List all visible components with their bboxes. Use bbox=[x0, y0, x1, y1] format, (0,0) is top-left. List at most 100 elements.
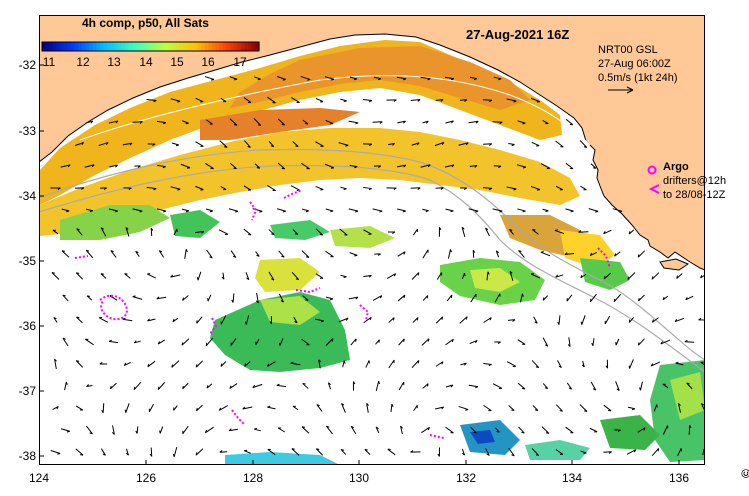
current-vector bbox=[293, 316, 298, 324]
current-vector bbox=[531, 448, 540, 457]
colorbar-segment bbox=[103, 42, 108, 51]
scale-arrow-icon bbox=[608, 86, 634, 94]
colorbar-segment bbox=[132, 42, 137, 51]
current-vector bbox=[374, 253, 381, 256]
current-vector bbox=[206, 383, 213, 389]
bathymetry-contour bbox=[39, 164, 705, 373]
current-vector bbox=[157, 164, 166, 169]
current-vector bbox=[492, 208, 503, 213]
current-vector bbox=[566, 294, 573, 302]
colorbar-segment bbox=[96, 42, 101, 51]
current-vector bbox=[530, 185, 541, 191]
lat-tick-label: -36 bbox=[18, 319, 36, 333]
current-vector bbox=[101, 403, 105, 414]
current-vector bbox=[123, 187, 132, 191]
current-vector bbox=[108, 120, 119, 124]
current-vector bbox=[86, 425, 93, 435]
current-vector bbox=[75, 272, 84, 280]
colorbar-segment bbox=[244, 42, 249, 51]
colorbar-segment bbox=[143, 42, 148, 51]
current-vector bbox=[218, 405, 228, 411]
current-vector bbox=[267, 405, 276, 410]
current-vector bbox=[372, 208, 383, 213]
current-vector bbox=[567, 337, 571, 348]
drifter-marker-icon bbox=[648, 184, 660, 194]
island bbox=[659, 258, 690, 271]
current-vector bbox=[108, 339, 118, 344]
current-vector bbox=[684, 339, 695, 343]
current-vector bbox=[135, 250, 140, 257]
colorbar-segment bbox=[211, 42, 217, 51]
current-vector bbox=[267, 448, 276, 456]
colorbar-segment bbox=[251, 42, 256, 51]
current-vector bbox=[170, 274, 181, 278]
current-vector bbox=[387, 231, 396, 234]
bathymetry-contour bbox=[79, 75, 591, 146]
current-vector bbox=[651, 317, 659, 323]
current-vector bbox=[557, 360, 562, 369]
colorbar-segment bbox=[240, 42, 246, 51]
current-vector bbox=[628, 317, 634, 323]
current-vector bbox=[446, 294, 453, 302]
current-vector bbox=[85, 338, 94, 346]
colorbar-segment bbox=[42, 42, 47, 51]
current-vector bbox=[362, 99, 373, 103]
current-vector bbox=[325, 296, 334, 301]
current-vector bbox=[327, 382, 332, 390]
current-vector bbox=[75, 448, 84, 456]
lon-tick-label: 132 bbox=[455, 471, 477, 485]
current-vector bbox=[542, 337, 549, 347]
current-vector bbox=[469, 76, 478, 81]
current-vector bbox=[268, 271, 275, 281]
current-vector bbox=[205, 208, 214, 213]
current-vector bbox=[530, 97, 540, 103]
current-vector bbox=[243, 228, 252, 236]
current-vector bbox=[461, 226, 466, 237]
current-vector bbox=[124, 273, 131, 279]
current-vector bbox=[444, 164, 455, 168]
current-vector bbox=[157, 382, 166, 390]
current-vector bbox=[267, 96, 276, 104]
current-vector bbox=[710, 382, 716, 389]
current-vector bbox=[100, 448, 106, 456]
current-vector bbox=[483, 363, 492, 367]
current-vector bbox=[147, 143, 156, 147]
current-vector bbox=[614, 251, 621, 257]
current-vector bbox=[228, 208, 239, 213]
current-vector bbox=[375, 426, 380, 434]
current-vector-field bbox=[50, 75, 716, 457]
current-vector bbox=[340, 98, 347, 103]
colorbar-segment bbox=[197, 42, 202, 51]
current-vector bbox=[386, 99, 397, 102]
current-vector bbox=[221, 272, 225, 280]
current-vector bbox=[195, 360, 204, 368]
current-vector bbox=[589, 251, 597, 257]
land-mass bbox=[39, 15, 705, 271]
lon-tick-label: 134 bbox=[561, 471, 583, 485]
current-vector bbox=[412, 228, 419, 236]
current-vector bbox=[228, 428, 238, 432]
current-vector bbox=[710, 77, 716, 79]
current-vector bbox=[340, 448, 347, 455]
current-vector bbox=[218, 229, 229, 235]
current-vector bbox=[508, 228, 514, 235]
current-vector bbox=[291, 448, 300, 456]
model-time: 27-Aug 06:00Z bbox=[598, 58, 671, 70]
current-vector bbox=[125, 448, 129, 456]
current-vector bbox=[267, 185, 276, 192]
current-vector bbox=[229, 383, 238, 389]
current-vector bbox=[205, 119, 213, 125]
current-vector bbox=[243, 449, 251, 454]
current-vector bbox=[438, 227, 442, 237]
current-vector bbox=[483, 143, 493, 146]
lon-tick-label: 128 bbox=[242, 471, 264, 485]
current-vector bbox=[61, 208, 70, 213]
current-vector bbox=[325, 338, 334, 346]
current-vector bbox=[278, 338, 284, 346]
current-vector bbox=[506, 186, 517, 191]
current-vector bbox=[674, 317, 685, 323]
colorbar-segment bbox=[81, 42, 86, 51]
current-vector bbox=[244, 140, 251, 148]
current-vector bbox=[156, 208, 167, 213]
